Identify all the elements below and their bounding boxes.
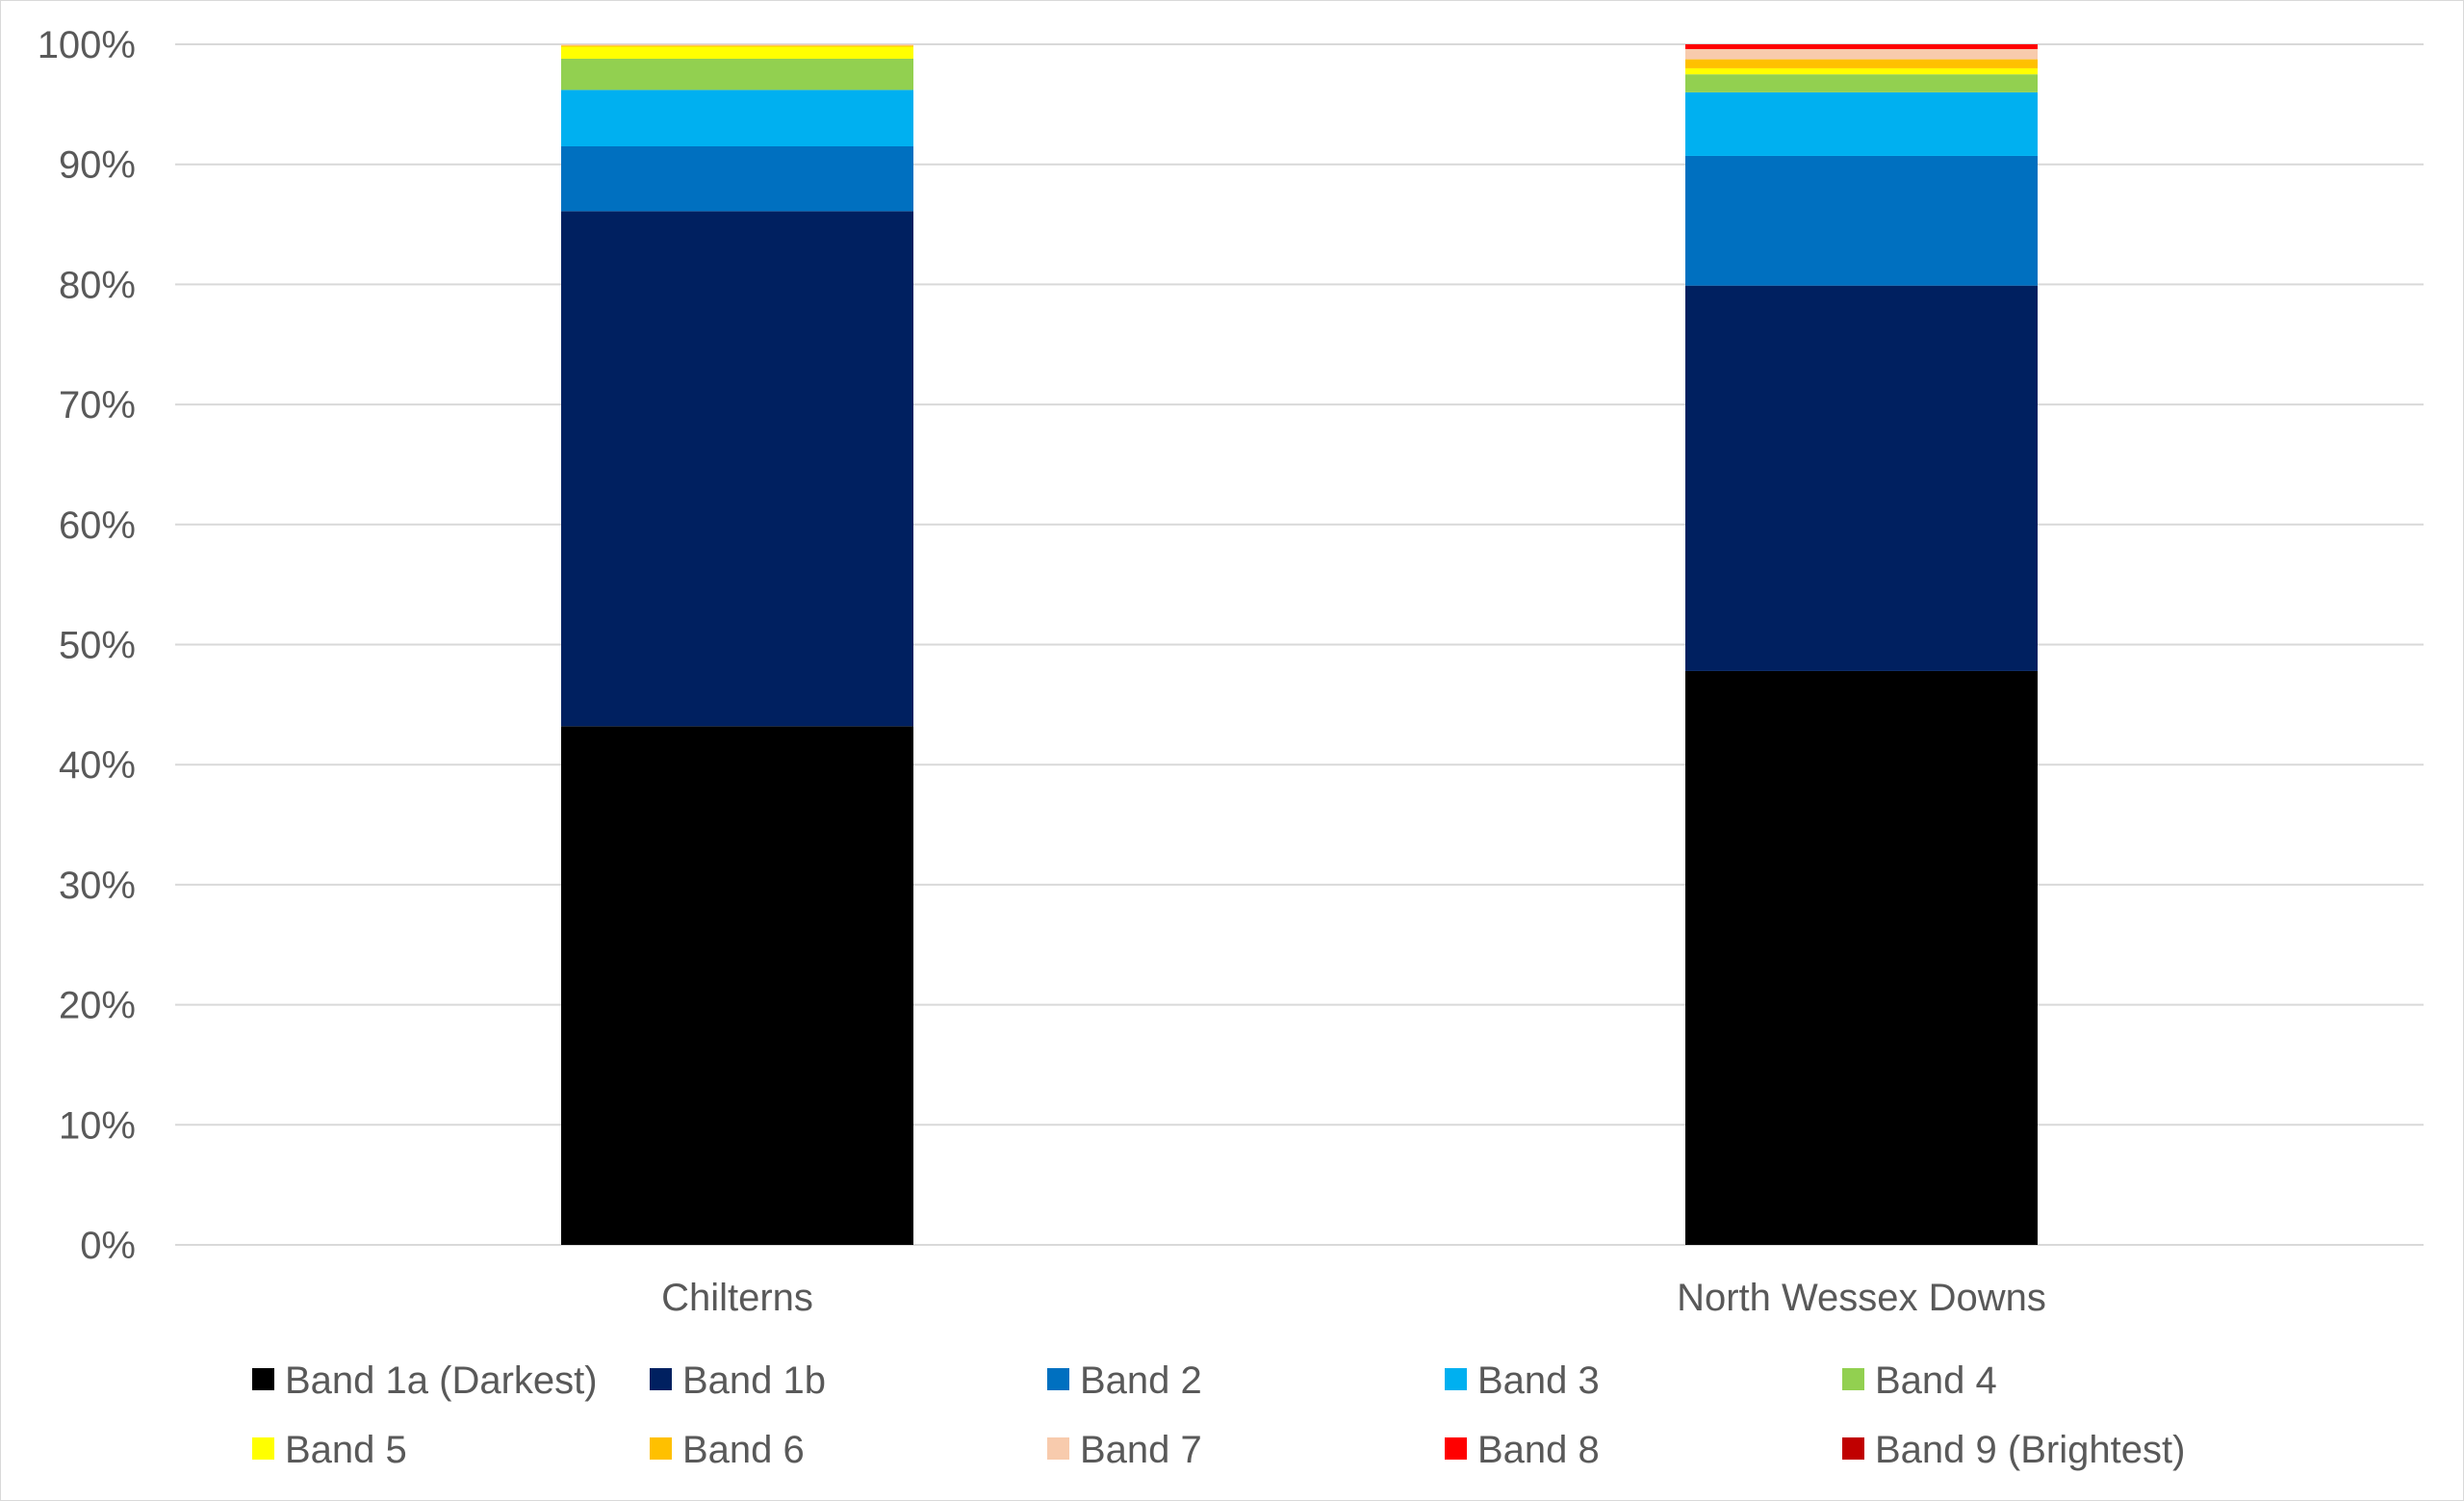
category-label: Chilterns xyxy=(661,1277,813,1319)
legend: Band 1a (Darkest) Band 1b Band 2 Band 3 Band… xyxy=(252,1359,2185,1471)
legend-swatch xyxy=(650,1368,672,1390)
legend-swatch xyxy=(252,1368,274,1390)
bar-segment xyxy=(1685,44,2038,49)
bar-segment xyxy=(1685,285,2038,671)
bar-segment xyxy=(1685,59,2038,68)
bar-segment xyxy=(561,46,913,59)
y-tick-label: 90% xyxy=(59,144,136,187)
bar-segment xyxy=(561,726,913,1245)
legend-label: Band 7 xyxy=(1080,1429,1202,1471)
legend-label: Band 2 xyxy=(1080,1359,1202,1402)
legend-label: Band 5 xyxy=(285,1429,407,1471)
bar-segment xyxy=(1685,74,2038,92)
bar-segment xyxy=(561,44,913,46)
bar-segment xyxy=(1685,48,2038,60)
legend-swatch xyxy=(1047,1368,1069,1390)
bar-segment xyxy=(1685,67,2038,75)
bar-segment xyxy=(561,45,913,47)
bar-segment xyxy=(561,145,913,212)
legend-label: Band 6 xyxy=(682,1429,805,1471)
legend-item: Band 2 xyxy=(1047,1359,1202,1402)
bar-segment xyxy=(561,90,913,146)
y-tick-label: 40% xyxy=(59,744,136,787)
legend-item: Band 8 xyxy=(1445,1429,1600,1471)
legend-item: Band 7 xyxy=(1047,1429,1202,1471)
y-tick-label: 100% xyxy=(38,24,136,66)
y-tick-label: 50% xyxy=(59,625,136,667)
legend-item: Band 1a (Darkest) xyxy=(252,1359,598,1402)
bar-segment xyxy=(561,211,913,727)
legend-swatch xyxy=(1047,1437,1069,1460)
legend-label: Band 3 xyxy=(1477,1359,1600,1402)
y-axis-ticks: 0% 10% 20% 30% 40% 50% 60% 70% 80% 90% 100% xyxy=(38,24,136,1267)
bar-segment xyxy=(1685,155,2038,286)
y-tick-label: 20% xyxy=(59,985,136,1027)
legend-item: Band 1b xyxy=(650,1359,826,1402)
legend-swatch xyxy=(1842,1368,1864,1390)
legend-item: Band 6 xyxy=(650,1429,805,1471)
legend-swatch xyxy=(650,1437,672,1460)
bar-segment xyxy=(1685,670,2038,1245)
y-tick-label: 60% xyxy=(59,505,136,547)
legend-item: Band 3 xyxy=(1445,1359,1600,1402)
legend-label: Band 1b xyxy=(682,1359,826,1402)
y-tick-label: 30% xyxy=(59,865,136,907)
y-tick-label: 70% xyxy=(59,384,136,427)
y-tick-label: 0% xyxy=(80,1225,136,1267)
legend-label: Band 1a (Darkest) xyxy=(285,1359,598,1402)
y-tick-label: 10% xyxy=(59,1104,136,1147)
legend-label: Band 8 xyxy=(1477,1429,1600,1471)
legend-item: Band 4 xyxy=(1842,1359,1997,1402)
legend-swatch xyxy=(252,1437,274,1460)
legend-item: Band 9 (Brightest) xyxy=(1842,1429,2185,1471)
y-tick-label: 80% xyxy=(59,264,136,306)
category-label: North Wessex Downs xyxy=(1677,1277,2046,1319)
legend-swatch xyxy=(1445,1368,1467,1390)
bar-segment xyxy=(561,58,913,91)
bars xyxy=(561,44,2038,1245)
x-axis-labels: Chilterns North Wessex Downs xyxy=(661,1277,2046,1319)
gridlines xyxy=(175,43,2424,1246)
legend-swatch xyxy=(1445,1437,1467,1460)
bar-segment xyxy=(1685,91,2038,156)
legend-label: Band 9 (Brightest) xyxy=(1875,1429,2185,1471)
legend-swatch xyxy=(1842,1437,1864,1460)
legend-label: Band 4 xyxy=(1875,1359,1997,1402)
legend-item: Band 5 xyxy=(252,1429,407,1471)
